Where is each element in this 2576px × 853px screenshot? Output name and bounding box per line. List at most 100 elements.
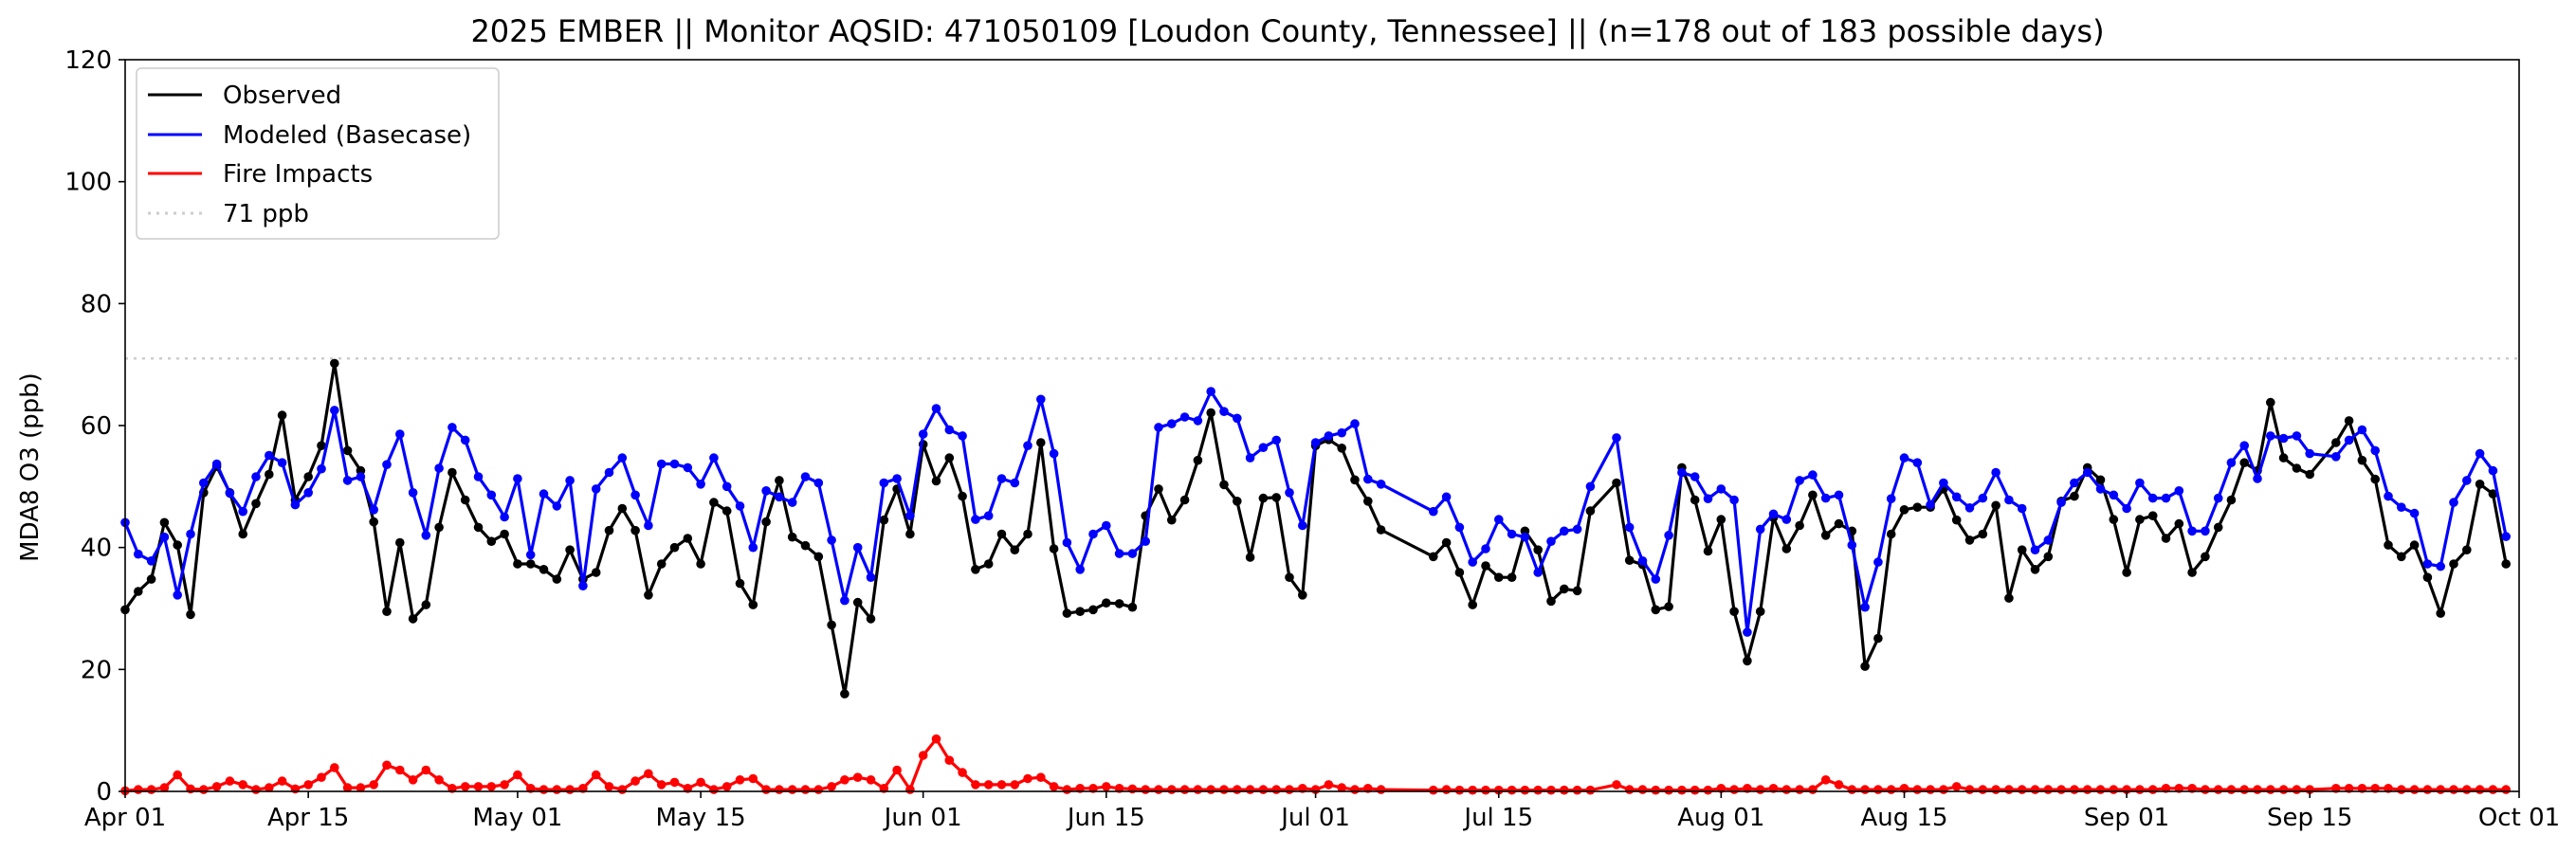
data-point-fire-impacts: [1245, 785, 1255, 794]
data-point-observed: [2004, 593, 2014, 603]
data-point-observed: [460, 495, 470, 505]
data-point-observed: [1624, 555, 1635, 565]
legend-label-observed: Observed: [223, 82, 341, 110]
data-point-fire-impacts: [722, 782, 732, 791]
data-point-modeled-basecase: [1258, 443, 1269, 453]
data-point-modeled-basecase: [2043, 535, 2054, 545]
data-point-modeled-basecase: [2161, 493, 2171, 503]
data-point-modeled-basecase: [787, 498, 797, 507]
data-point-modeled-basecase: [1716, 484, 1726, 494]
data-point-modeled-basecase: [1494, 515, 1504, 524]
data-point-observed: [238, 529, 247, 539]
data-point-observed: [1690, 495, 1700, 505]
data-point-modeled-basecase: [2449, 498, 2458, 507]
data-point-fire-impacts: [1637, 785, 1648, 794]
data-point-fire-impacts: [1795, 785, 1804, 794]
data-point-modeled-basecase: [1219, 407, 1229, 417]
data-point-modeled-basecase: [1049, 448, 1059, 459]
data-point-modeled-basecase: [813, 478, 824, 488]
series-line-fire-impacts: [124, 737, 2507, 792]
data-point-observed: [1546, 596, 1556, 607]
data-point-modeled-basecase: [905, 511, 915, 520]
data-point-fire-impacts: [1873, 785, 1883, 794]
data-point-observed: [1441, 537, 1452, 548]
data-point-fire-impacts: [1468, 785, 1477, 795]
data-point-observed: [1729, 607, 1739, 616]
data-point-observed: [1010, 545, 1020, 554]
x-tick-label: Aug 01: [1677, 804, 1764, 832]
data-point-observed: [1454, 568, 1465, 577]
data-point-fire-impacts: [1324, 780, 1334, 789]
data-point-fire-impacts: [840, 775, 850, 785]
data-point-observed: [944, 453, 955, 463]
data-point-fire-impacts: [395, 765, 405, 775]
data-point-observed: [2043, 552, 2054, 562]
data-point-fire-impacts: [448, 784, 457, 793]
data-point-fire-impacts: [1703, 785, 1713, 795]
data-point-modeled-basecase: [2292, 431, 2302, 441]
data-point-fire-impacts: [852, 772, 863, 782]
data-point-modeled-basecase: [1834, 490, 1844, 500]
data-point-fire-impacts: [813, 785, 824, 794]
data-point-modeled-basecase: [696, 480, 705, 489]
data-point-modeled-basecase: [2030, 545, 2040, 554]
y-tick-label: 80: [81, 290, 112, 318]
data-point-modeled-basecase: [2488, 465, 2498, 476]
data-point-modeled-basecase: [2187, 526, 2197, 536]
data-point-fire-impacts: [1624, 785, 1635, 794]
data-point-observed: [1716, 515, 1726, 524]
data-point-fire-impacts: [2253, 785, 2262, 794]
data-point-observed: [1102, 598, 1111, 608]
data-point-modeled-basecase: [1964, 503, 1975, 513]
data-point-modeled-basecase: [2082, 467, 2092, 478]
data-point-fire-impacts: [1271, 785, 1281, 794]
data-point-fire-impacts: [617, 785, 628, 794]
data-point-fire-impacts: [748, 773, 758, 784]
data-point-modeled-basecase: [1441, 492, 1452, 502]
data-point-modeled-basecase: [748, 542, 758, 553]
data-point-fire-impacts: [317, 772, 326, 782]
data-point-fire-impacts: [1520, 785, 1530, 795]
data-point-observed: [2331, 438, 2341, 447]
data-point-fire-impacts: [591, 770, 601, 780]
data-point-modeled-basecase: [1637, 556, 1648, 566]
data-point-fire-impacts: [1886, 785, 1896, 794]
x-tick-label: Sep 15: [2267, 804, 2352, 832]
data-point-fire-impacts: [2436, 785, 2445, 794]
data-point-fire-impacts: [1560, 785, 1569, 795]
data-point-modeled-basecase: [1939, 478, 1948, 488]
data-point-modeled-basecase: [1991, 467, 2001, 478]
x-tick-label: May 15: [656, 804, 746, 832]
data-point-observed: [395, 537, 405, 548]
data-point-modeled-basecase: [971, 515, 980, 524]
data-point-fire-impacts: [539, 785, 549, 794]
data-point-observed: [2397, 552, 2406, 562]
data-point-observed: [1179, 495, 1190, 505]
y-axis-label: MDA8 O3 (ppb): [16, 372, 45, 562]
data-point-observed: [2109, 515, 2119, 524]
data-point-modeled-basecase: [1507, 529, 1517, 539]
data-point-modeled-basecase: [735, 501, 745, 511]
data-point-fire-impacts: [958, 768, 967, 777]
data-point-fire-impacts: [683, 784, 693, 793]
data-point-fire-impacts: [1847, 785, 1857, 794]
x-tick-label: Apr 15: [267, 804, 349, 832]
data-point-modeled-basecase: [1285, 488, 1294, 498]
data-point-modeled-basecase: [2004, 495, 2014, 505]
data-point-modeled-basecase: [1154, 423, 1163, 432]
data-point-observed: [1233, 497, 1242, 506]
data-point-modeled-basecase: [460, 435, 470, 445]
data-point-observed: [1873, 633, 1883, 644]
data-point-modeled-basecase: [552, 501, 562, 511]
data-point-observed: [2409, 540, 2420, 550]
data-point-modeled-basecase: [146, 556, 156, 566]
data-point-observed: [644, 590, 653, 600]
data-point-fire-impacts: [866, 775, 876, 785]
data-point-observed: [1376, 525, 1386, 535]
data-point-modeled-basecase: [2109, 490, 2119, 500]
data-point-observed: [2213, 522, 2223, 533]
data-point-observed: [1036, 438, 1046, 447]
data-point-fire-impacts: [2161, 784, 2171, 793]
data-point-fire-impacts: [2292, 785, 2302, 794]
data-point-modeled-basecase: [1310, 438, 1321, 447]
